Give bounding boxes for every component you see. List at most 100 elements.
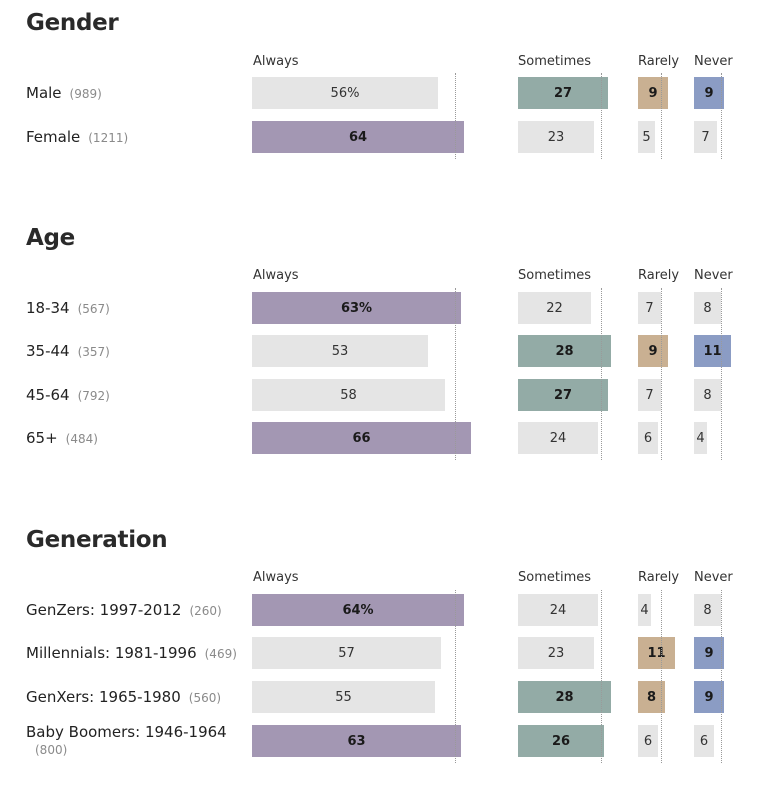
column-header: Rarely [638, 268, 680, 283]
column-header: Rarely [638, 570, 680, 585]
bar-never: 4 [694, 422, 707, 454]
bar-value-label: 26 [551, 733, 571, 749]
bar-sometimes: 27 [518, 379, 608, 411]
bar-never: 9 [694, 637, 724, 669]
bar-sometimes: 23 [518, 637, 594, 669]
bar-rarely: 6 [638, 725, 658, 757]
bar-value-label: 6 [643, 430, 653, 446]
column-header: Always [253, 54, 299, 69]
bar-sometimes: 22 [518, 292, 591, 324]
column-header: Never [694, 268, 733, 283]
reference-line [455, 288, 456, 460]
bar-value-label: 11 [647, 645, 666, 661]
bar-never: 8 [694, 594, 721, 626]
category-label: 35-44 [26, 342, 70, 360]
bar-rarely: 7 [638, 292, 661, 324]
bar-always: 63% [252, 292, 461, 324]
category-label: Female [26, 128, 81, 146]
column-header: Always [253, 268, 299, 283]
sample-size: (260) [189, 604, 222, 618]
bar-always: 56% [252, 77, 438, 109]
bar-value-label: 9 [704, 689, 714, 705]
sample-size: (484) [65, 432, 98, 446]
bar-sometimes: 27 [518, 77, 608, 109]
bar-value-label: 4 [696, 430, 705, 446]
row-label: Female (1211) [26, 128, 128, 146]
category-label: Baby Boomers: 1946-1964 [26, 723, 227, 741]
bar-value-label: 28 [555, 689, 574, 705]
bar-never: 6 [694, 725, 714, 757]
row-label: 18-34 (567) [26, 299, 110, 317]
bar-rarely: 4 [638, 594, 651, 626]
bar-value-label: 5 [642, 129, 651, 145]
column-header: Sometimes [518, 570, 592, 585]
category-label: Male [26, 84, 62, 102]
bar-always: 53 [252, 335, 428, 367]
bar-value-label: 7 [645, 300, 654, 316]
sample-size: (800) [35, 743, 68, 757]
column-header: Sometimes [518, 268, 592, 283]
reference-line [601, 288, 602, 460]
reference-line [455, 590, 456, 763]
bar-value-label: 58 [340, 387, 357, 403]
column-header: Never [694, 570, 733, 585]
bar-sometimes: 24 [518, 422, 598, 454]
sample-size: (1211) [88, 131, 129, 145]
section-title: Age [26, 225, 75, 251]
row-label: GenZers: 1997-2012 (260) [26, 601, 222, 619]
bar-never: 8 [694, 292, 721, 324]
bar-rarely: 5 [638, 121, 655, 153]
category-label: GenZers: 1997-2012 [26, 601, 182, 619]
bar-rarely: 9 [638, 335, 668, 367]
bar-never: 7 [694, 121, 717, 153]
bar-value-label: 8 [703, 602, 712, 618]
bar-value-label: 63% [340, 300, 373, 316]
category-label: GenXers: 1965-1980 [26, 688, 181, 706]
bar-never: 9 [694, 681, 724, 713]
category-label: 65+ [26, 429, 58, 447]
bar-value-label: 64 [348, 129, 368, 145]
bar-sometimes: 28 [518, 681, 611, 713]
bar-sometimes: 23 [518, 121, 594, 153]
bar-rarely: 9 [638, 77, 668, 109]
bar-value-label: 11 [703, 343, 722, 359]
bar-value-label: 64% [342, 602, 374, 618]
bar-rarely: 11 [638, 637, 675, 669]
bar-value-label: 66 [352, 430, 371, 446]
reference-line [601, 73, 602, 159]
reference-line [721, 288, 722, 460]
section-title: Generation [26, 527, 168, 553]
bar-value-label: 6 [699, 733, 709, 749]
bar-sometimes: 24 [518, 594, 598, 626]
reference-line [721, 73, 722, 159]
sample-size: (792) [77, 389, 110, 403]
reference-line [601, 590, 602, 763]
sample-size: (567) [77, 302, 110, 316]
bar-value-label: 9 [704, 85, 714, 101]
bar-never: 8 [694, 379, 721, 411]
bar-rarely: 7 [638, 379, 661, 411]
reference-line [721, 590, 722, 763]
bar-always: 64 [252, 121, 464, 153]
category-label: 18-34 [26, 299, 70, 317]
category-label: 45-64 [26, 386, 70, 404]
bar-value-label: 56% [330, 85, 360, 101]
reference-line [661, 288, 662, 460]
bar-value-label: 22 [546, 300, 563, 316]
row-label: 65+ (484) [26, 429, 98, 447]
bar-value-label: 53 [331, 343, 349, 359]
reference-line [661, 73, 662, 159]
bar-value-label: 4 [640, 602, 649, 618]
row-label: Baby Boomers: 1946-1964 (800) [26, 723, 227, 757]
sample-size: (357) [77, 345, 110, 359]
row-label: GenXers: 1965-1980 (560) [26, 688, 221, 706]
bar-value-label: 27 [553, 387, 573, 403]
bar-sometimes: 28 [518, 335, 611, 367]
bar-never: 11 [694, 335, 731, 367]
bar-value-label: 28 [555, 343, 574, 359]
column-header: Rarely [638, 54, 680, 69]
bar-rarely: 6 [638, 422, 658, 454]
bar-value-label: 7 [701, 129, 710, 145]
bar-value-label: 23 [547, 129, 565, 145]
bar-value-label: 24 [549, 602, 567, 618]
